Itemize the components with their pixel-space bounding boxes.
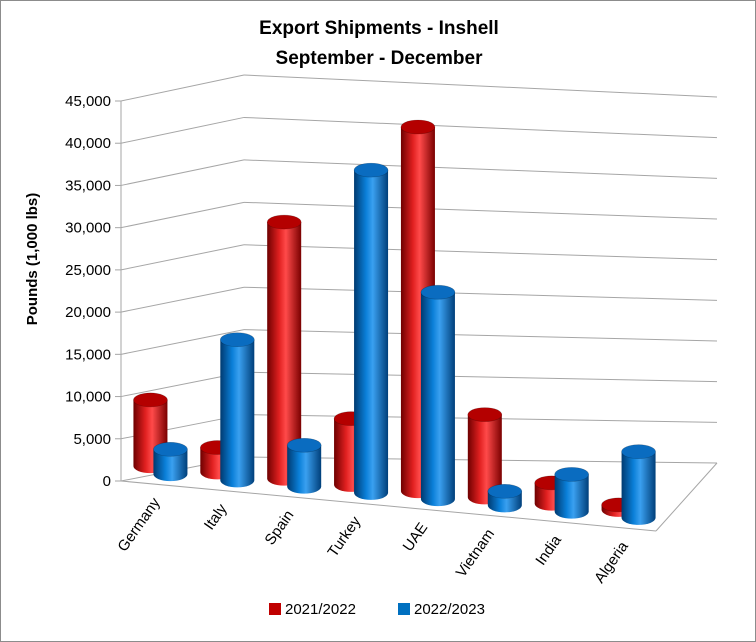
gridline-side bbox=[120, 74, 245, 102]
bar-vietnam-series2 bbox=[487, 484, 523, 513]
bar-top bbox=[220, 332, 255, 347]
y-axis-ticks: 0 5,000 10,000 15,000 20,000 25,000 30,000 35,0… bbox=[65, 93, 121, 490]
gridline-side bbox=[120, 201, 245, 229]
gridline bbox=[243, 201, 718, 220]
gridline-side bbox=[120, 286, 245, 313]
bar-top bbox=[286, 437, 322, 453]
legend-label: 2022/2023 bbox=[414, 601, 485, 618]
gridline bbox=[243, 159, 718, 179]
chart-subtitle: September - December bbox=[276, 48, 484, 69]
legend-swatch bbox=[269, 603, 281, 615]
y-tick-label: 45,000 bbox=[65, 93, 111, 110]
legend: 2021/2022 2022/2023 bbox=[269, 601, 485, 618]
y-tick-label: 20,000 bbox=[65, 304, 111, 321]
legend-swatch bbox=[398, 603, 410, 615]
bar-top bbox=[420, 284, 456, 300]
bar-body bbox=[354, 170, 389, 500]
bar-uae-series2 bbox=[420, 284, 456, 507]
gridline bbox=[243, 116, 718, 139]
bar-spain-series1 bbox=[266, 214, 302, 486]
gridline-side bbox=[120, 244, 245, 271]
x-tick-label: Spain bbox=[262, 507, 298, 548]
gridline bbox=[243, 329, 718, 342]
bar-body bbox=[287, 445, 322, 494]
bar-top bbox=[487, 484, 523, 499]
gridline bbox=[243, 74, 718, 98]
bar-vietnam-series1 bbox=[467, 407, 503, 505]
bar-germany-series2 bbox=[153, 441, 188, 482]
bar-body bbox=[420, 292, 455, 507]
bar-top bbox=[621, 444, 656, 459]
bar-body bbox=[467, 414, 502, 505]
gridline-side bbox=[120, 329, 245, 355]
y-tick-label: 15,000 bbox=[65, 346, 111, 363]
gridline bbox=[243, 371, 718, 383]
legend-label: 2021/2022 bbox=[285, 601, 356, 618]
gridline bbox=[243, 244, 718, 261]
y-tick-label: 5,000 bbox=[73, 431, 111, 448]
y-tick-label: 0 bbox=[103, 473, 111, 490]
y-tick-label: 25,000 bbox=[65, 262, 111, 279]
y-axis-label: Pounds (1,000 lbs) bbox=[24, 193, 41, 326]
bar-body bbox=[554, 474, 589, 519]
bar-turkey-series2 bbox=[353, 162, 389, 500]
bar-body bbox=[153, 449, 188, 482]
gridline-side bbox=[120, 116, 245, 144]
floor-right-edge bbox=[655, 462, 718, 532]
bar-top bbox=[266, 214, 302, 230]
y-tick-label: 35,000 bbox=[65, 177, 111, 194]
chart-title: Export Shipments - Inshell bbox=[259, 18, 499, 39]
bar-top bbox=[554, 467, 589, 482]
bar-italy-series2 bbox=[220, 332, 255, 488]
bar-india-series2 bbox=[554, 467, 589, 519]
bar-algeria-series2 bbox=[621, 444, 656, 525]
y-tick-label: 30,000 bbox=[65, 220, 111, 237]
bars bbox=[133, 119, 656, 525]
floor-front-edge bbox=[120, 480, 657, 532]
x-tick-label: Algeria bbox=[591, 538, 632, 587]
bar-body bbox=[267, 222, 302, 486]
bar-top bbox=[133, 392, 168, 408]
gridline-side bbox=[120, 159, 245, 186]
x-tick-label: Turkey bbox=[324, 513, 364, 560]
bar-body bbox=[621, 451, 656, 525]
y-tick-label: 40,000 bbox=[65, 135, 111, 152]
bar-top bbox=[153, 441, 188, 457]
x-tick-label: India bbox=[532, 532, 565, 569]
bar-top bbox=[353, 162, 389, 178]
y-tick-label: 10,000 bbox=[65, 389, 111, 406]
x-tick-label: Vietnam bbox=[453, 526, 498, 581]
bar-body bbox=[220, 339, 255, 488]
x-tick-label: UAE bbox=[400, 520, 432, 555]
bar-spain-series2 bbox=[286, 437, 322, 494]
bar-top bbox=[400, 119, 436, 135]
x-tick-label: Italy bbox=[201, 501, 231, 534]
x-tick-label: Germany bbox=[114, 494, 164, 555]
gridlines bbox=[120, 74, 718, 532]
gridline bbox=[243, 286, 718, 301]
bar-top bbox=[467, 407, 503, 422]
